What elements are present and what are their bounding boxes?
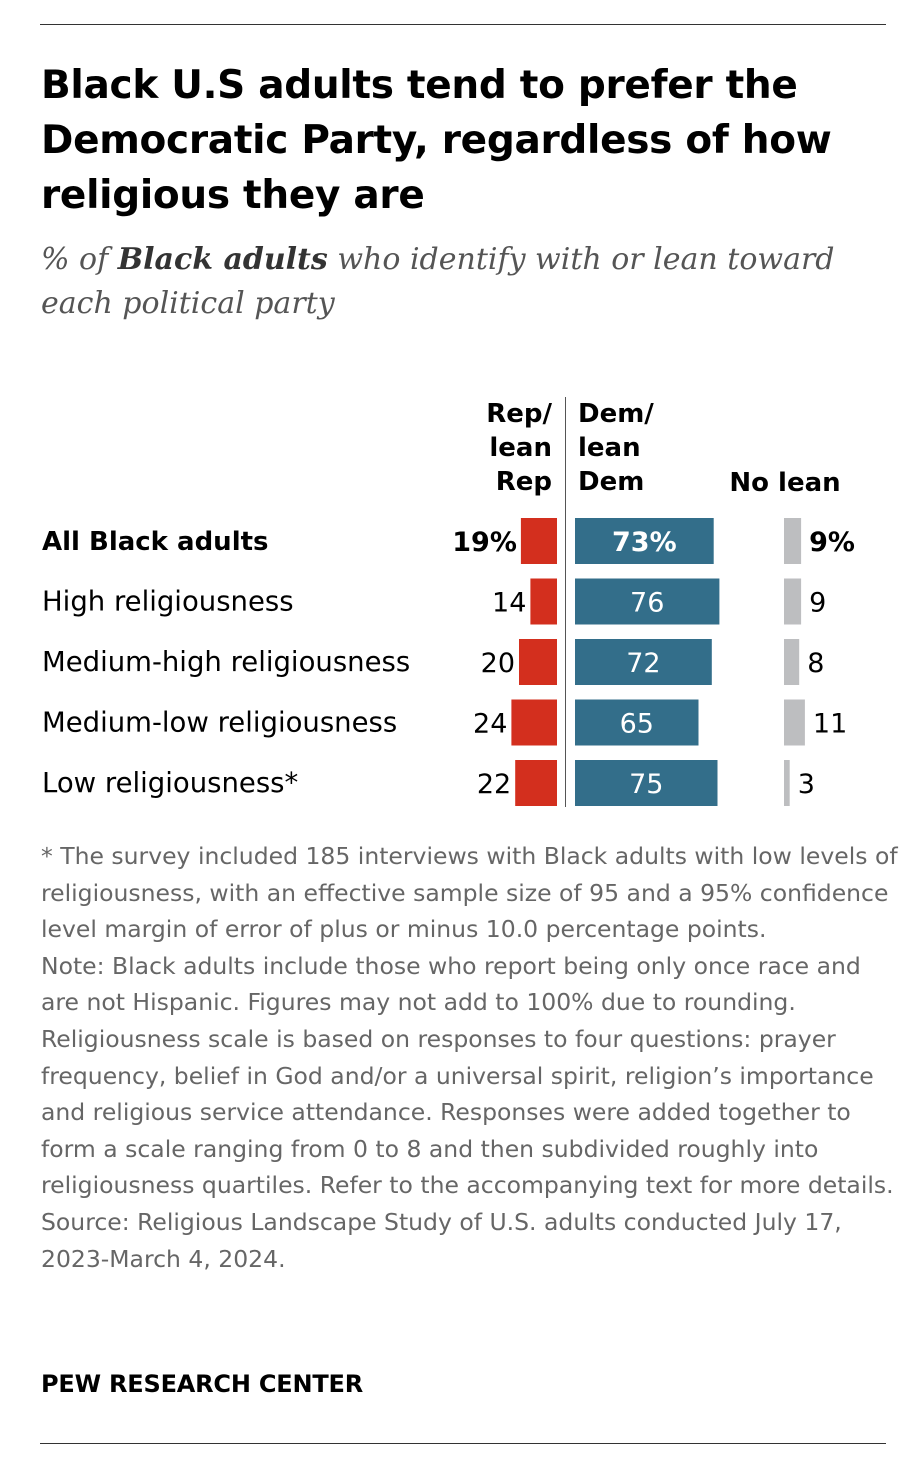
- dem-value-label: 65: [620, 709, 654, 740]
- rep-bar: [520, 518, 557, 564]
- top-rule: [40, 24, 886, 25]
- dem-bar: [575, 518, 714, 564]
- rep-value-label: 19%: [452, 527, 517, 558]
- dem-value-label: 73%: [612, 527, 677, 558]
- no-lean-value-label: 8: [807, 648, 824, 679]
- bar-chart: All Black adults 19% 73% 9% High religiousne…: [42, 518, 855, 806]
- category-label: All Black adults: [42, 527, 269, 557]
- dem-bar: [575, 639, 712, 685]
- dem-value-label: 72: [626, 648, 660, 679]
- rep-bar: [530, 578, 557, 625]
- footnotes: * The survey included 185 interviews wit…: [41, 838, 901, 1277]
- no-lean-bar: [784, 699, 805, 746]
- category-label: Medium-high religiousness: [42, 646, 410, 678]
- dem-value-label: 76: [630, 588, 664, 619]
- rep-value-label: 24: [473, 709, 507, 740]
- rep-value-label: 22: [477, 769, 511, 800]
- no-lean-bar: [784, 639, 800, 685]
- footnote-note: Note: Black adults include those who rep…: [41, 951, 894, 1200]
- no-lean-value-label: 9: [809, 588, 826, 619]
- chart-subtitle: % of Black adults who identify with or l…: [41, 238, 891, 326]
- column-header-no-lean: No lean: [729, 468, 841, 498]
- dem-value-label: 75: [629, 769, 663, 800]
- no-lean-bar: [784, 760, 790, 806]
- footnote-asterisk: * The survey included 185 interviews wit…: [41, 842, 898, 944]
- dem-bar: [575, 578, 720, 625]
- bottom-rule: [40, 1443, 886, 1444]
- no-lean-value-label: 11: [813, 709, 847, 740]
- no-lean-bar: [784, 578, 802, 625]
- zero-divider-line: [565, 397, 566, 807]
- dem-bar: [575, 699, 699, 746]
- no-lean-bar: [784, 518, 802, 564]
- no-lean-value-label: 9%: [809, 527, 855, 558]
- rep-bar: [511, 699, 557, 746]
- column-header-dem: Dem/ lean Dem: [578, 399, 654, 497]
- subtitle-emphasis: Black adults: [117, 242, 328, 277]
- category-label: Medium-low religiousness: [42, 707, 397, 739]
- no-lean-value-label: 3: [798, 769, 815, 800]
- rep-bar: [519, 639, 557, 685]
- rep-value-label: 14: [492, 588, 526, 619]
- column-header-rep: Rep/ lean Rep: [486, 399, 552, 497]
- chart-title: Black U.S adults tend to prefer the Demo…: [41, 63, 832, 218]
- brand-logo-text: PEW RESEARCH CENTER: [41, 1370, 364, 1398]
- category-label: Low religiousness*: [42, 767, 298, 799]
- footnote-source: Source: Religious Landscape Study of U.S…: [41, 1207, 842, 1273]
- category-label: High religiousness: [42, 586, 294, 618]
- rep-bar: [515, 760, 557, 806]
- subtitle-prefix: % of: [41, 242, 118, 277]
- subtitle-suffix: who identify with or lean toward each po…: [41, 242, 835, 321]
- rep-value-label: 20: [481, 648, 515, 679]
- dem-bar: [575, 760, 718, 806]
